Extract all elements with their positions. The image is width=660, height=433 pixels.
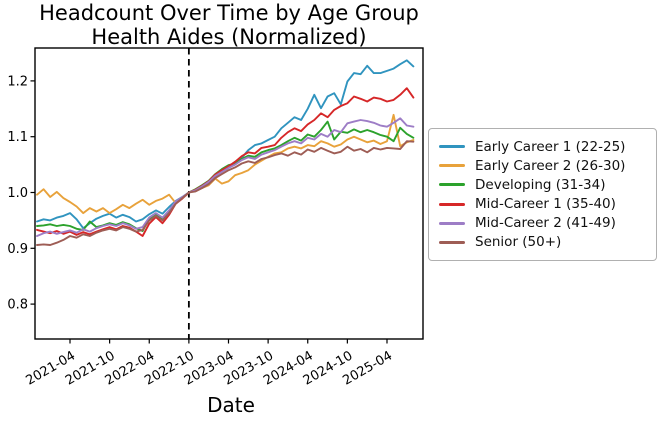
- x-axis-label: Date: [207, 393, 255, 417]
- series-line-3: [36, 87, 415, 237]
- y-tick-label: 0.8: [7, 298, 28, 313]
- legend-line-swatch: [439, 240, 465, 244]
- legend-item: Mid-Career 1 (35-40): [439, 195, 648, 214]
- legend-line-swatch: [439, 183, 465, 187]
- legend-label: Early Career 2 (26-30): [475, 157, 626, 174]
- legend-item: Early Career 2 (26-30): [439, 156, 648, 175]
- legend-label: Early Career 1 (22-25): [475, 138, 626, 155]
- legend-label: Senior (50+): [475, 234, 562, 251]
- legend-item: Mid-Career 2 (41-49): [439, 214, 648, 233]
- series-line-0: [36, 59, 415, 230]
- legend-line-swatch: [439, 145, 465, 148]
- legend-label: Mid-Career 2 (41-49): [475, 215, 616, 232]
- series-line-5: [36, 140, 415, 246]
- legend-line-swatch: [439, 221, 465, 225]
- chart-title-line1: Headcount Over Time by Age Group: [39, 1, 419, 25]
- y-tick-label: 1.2: [7, 74, 28, 89]
- chart-title: Headcount Over Time by Age Group Health …: [30, 1, 428, 49]
- legend-item: Developing (31-34): [439, 175, 648, 194]
- y-tick-label: 1.1: [7, 130, 28, 145]
- series-line-1: [36, 113, 415, 215]
- legend-label: Developing (31-34): [475, 176, 606, 193]
- legend-label: Mid-Career 1 (35-40): [475, 196, 616, 213]
- y-tick-label: 1.0: [7, 186, 28, 201]
- legend: Early Career 1 (22-25) Early Career 2 (2…: [428, 128, 657, 261]
- chart-title-line2: Health Aides (Normalized): [91, 25, 367, 49]
- series-line-4: [36, 117, 415, 237]
- y-tick-label: 0.9: [7, 242, 28, 257]
- legend-item: Early Career 1 (22-25): [439, 137, 648, 156]
- legend-line-swatch: [439, 202, 465, 206]
- plot-border: [34, 47, 424, 340]
- legend-line-swatch: [439, 164, 465, 168]
- legend-item: Senior (50+): [439, 233, 648, 252]
